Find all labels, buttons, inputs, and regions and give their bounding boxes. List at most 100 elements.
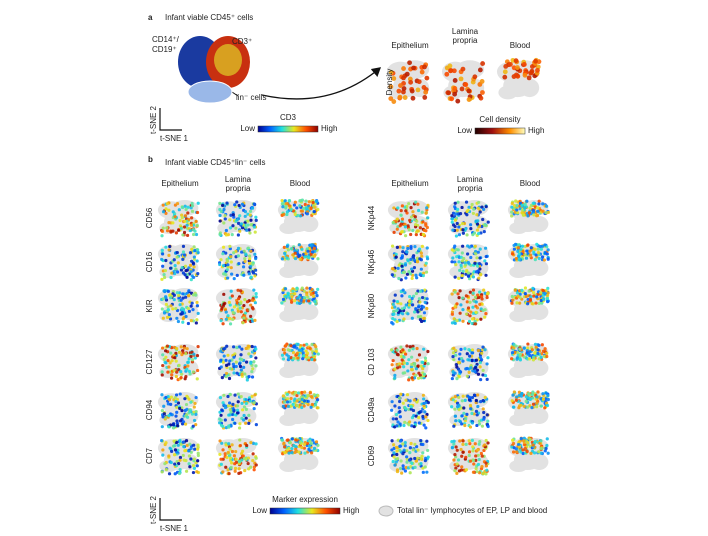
tsne-dot bbox=[409, 441, 413, 446]
tsne-dot bbox=[187, 309, 191, 313]
tsne-dot bbox=[419, 69, 425, 75]
tsne-dot bbox=[536, 250, 541, 255]
tsne-dot bbox=[537, 343, 541, 347]
tsne-dot bbox=[409, 215, 414, 219]
tsne-dot bbox=[422, 347, 426, 351]
tsne-dot bbox=[425, 246, 429, 250]
tsne-dot bbox=[192, 457, 196, 461]
tsne-dot bbox=[248, 257, 252, 261]
tsne-dot bbox=[229, 410, 233, 414]
tsne-dot bbox=[423, 465, 427, 469]
tsne-dot bbox=[424, 415, 428, 419]
tsne-dot bbox=[167, 397, 172, 402]
tsne-dot bbox=[312, 393, 316, 397]
tsne-dot bbox=[481, 407, 485, 411]
tsne-dot bbox=[298, 253, 302, 257]
tsne-dot bbox=[450, 405, 454, 409]
tsne-dot bbox=[524, 399, 528, 403]
tsne-dot bbox=[421, 414, 425, 419]
tsne-dot bbox=[396, 206, 400, 210]
tsne-dot bbox=[457, 408, 461, 412]
tsne-dot bbox=[400, 264, 404, 268]
tsne-dot bbox=[241, 454, 245, 458]
tsne-dot bbox=[450, 248, 454, 252]
tsne-background bbox=[470, 454, 489, 470]
tsne-dot bbox=[477, 442, 481, 446]
tsne-dot bbox=[412, 376, 417, 380]
tsne-dot bbox=[182, 458, 186, 462]
tsne-dot bbox=[462, 406, 466, 410]
tsne-dot bbox=[316, 257, 320, 261]
tsne-dot bbox=[470, 421, 475, 425]
tsne-dot bbox=[516, 294, 520, 298]
tsne-dot bbox=[181, 440, 185, 444]
tsne-dot bbox=[160, 409, 164, 413]
tsne-dot bbox=[186, 205, 190, 209]
tsne-dot bbox=[400, 217, 405, 221]
tsne-dot bbox=[230, 461, 234, 465]
tsne-dot bbox=[533, 342, 538, 346]
tsne-dot bbox=[234, 360, 238, 364]
tsne-dot bbox=[538, 244, 542, 249]
tsne-dot bbox=[313, 403, 318, 407]
tsne-dot bbox=[417, 305, 421, 309]
tsne-dot bbox=[304, 355, 308, 359]
tsne-dot bbox=[543, 347, 547, 351]
tsne-dot bbox=[451, 355, 455, 359]
tsne-dot bbox=[416, 310, 420, 314]
tsne-dot bbox=[522, 72, 528, 78]
tsne-dot bbox=[461, 394, 465, 398]
tsne-dot bbox=[532, 213, 536, 217]
tsne-background bbox=[300, 216, 319, 232]
tsne-dot bbox=[412, 294, 416, 298]
tsne-dot bbox=[518, 357, 522, 361]
tsne-dot bbox=[398, 422, 402, 426]
tsne-dot bbox=[247, 272, 251, 276]
tsne-plot bbox=[387, 244, 430, 282]
tsne-dot bbox=[299, 298, 303, 302]
tsne-dot bbox=[536, 206, 540, 210]
tsne-dot bbox=[416, 289, 420, 293]
tsne-dot bbox=[449, 96, 455, 102]
tsne-dot bbox=[475, 213, 479, 217]
tsne-dot bbox=[194, 321, 198, 325]
tsne-dot bbox=[300, 445, 304, 450]
tsne-dot bbox=[469, 366, 473, 370]
tsne-dot bbox=[289, 300, 294, 304]
tsne-dot bbox=[406, 224, 410, 228]
tsne-dot bbox=[408, 451, 412, 455]
tsne-dot bbox=[190, 209, 195, 213]
tsne-dot bbox=[521, 62, 527, 67]
tsne-dot bbox=[184, 207, 188, 212]
tsne-dot bbox=[515, 395, 519, 399]
tsne-dot bbox=[310, 402, 314, 407]
tsne-dot bbox=[477, 471, 482, 475]
tsne-dot bbox=[169, 351, 173, 355]
tsne-dot bbox=[236, 309, 240, 313]
tsne-dot bbox=[453, 244, 457, 248]
tsne-dot bbox=[546, 300, 550, 304]
tsne-dot bbox=[239, 310, 243, 314]
tsne-dot bbox=[281, 404, 286, 408]
tsne-dot bbox=[173, 264, 177, 268]
tsne-dot bbox=[293, 450, 297, 455]
tsne-dot bbox=[453, 260, 457, 264]
tsne-dot bbox=[176, 424, 180, 428]
tsne-dot bbox=[222, 403, 226, 407]
tsne-dot bbox=[287, 199, 291, 203]
tsne-dot bbox=[181, 250, 186, 254]
tsne-dot bbox=[539, 247, 543, 251]
tsne-dot bbox=[283, 199, 287, 203]
tsne-dot bbox=[293, 292, 297, 296]
tsne-dot bbox=[460, 251, 464, 255]
tsne-dot bbox=[454, 362, 459, 367]
tsne-dot bbox=[479, 451, 483, 456]
tsne-dot bbox=[235, 411, 240, 415]
tsne-dot bbox=[242, 413, 246, 418]
tsne-dot bbox=[189, 319, 193, 323]
tsne-dot bbox=[289, 246, 294, 251]
tsne-dot bbox=[182, 346, 187, 350]
row-label: CD7 bbox=[145, 447, 154, 464]
tsne-dot bbox=[424, 261, 428, 265]
tsne-dot bbox=[196, 201, 200, 205]
